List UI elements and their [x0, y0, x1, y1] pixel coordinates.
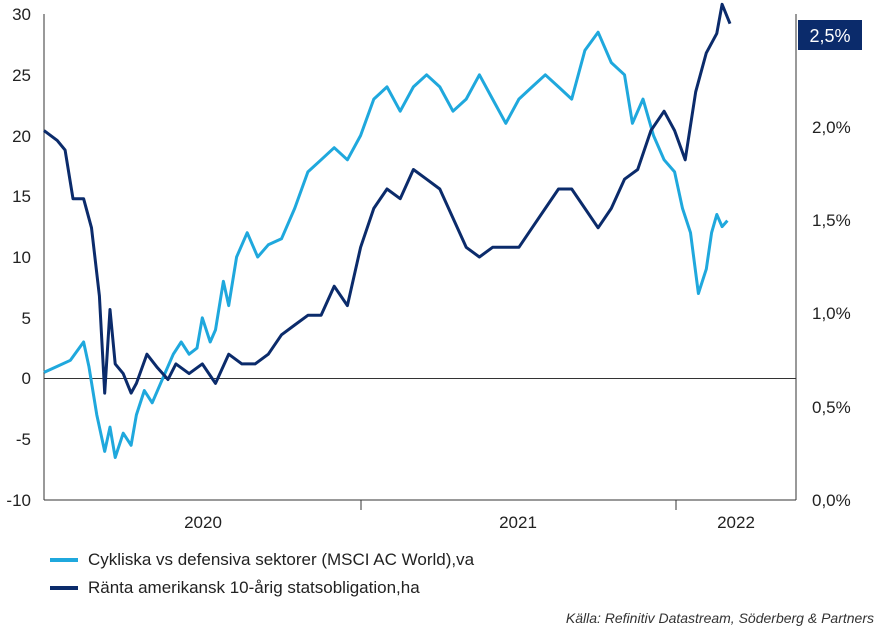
left-axis-ticks: 30 25 20 15 10 5 0 -5 -10: [6, 5, 31, 510]
last-value-label: 2,5%: [809, 26, 850, 46]
left-tick-label: -10: [6, 491, 31, 510]
legend-item-cykliska: Cykliska vs defensiva sektorer (MSCI AC …: [50, 550, 474, 570]
left-tick-label: 5: [22, 309, 31, 328]
right-tick-label: 0,5%: [812, 398, 851, 417]
x-tick-label: 2021: [499, 513, 537, 532]
left-tick-label: -5: [16, 430, 31, 449]
left-tick-label: 10: [12, 248, 31, 267]
right-tick-label: 2,0%: [812, 118, 851, 137]
left-tick-label: 25: [12, 66, 31, 85]
legend-swatch: [50, 586, 78, 590]
source-note: Källa: Refinitiv Datastream, Söderberg &…: [565, 610, 874, 626]
x-tick-label: 2022: [717, 513, 755, 532]
last-value-badge: 2,5%: [798, 20, 862, 50]
x-axis-ticks: 2020 2021 2022: [184, 500, 755, 532]
x-tick-label: 2020: [184, 513, 222, 532]
right-axis-ticks: 2,0% 1,5% 1,0% 0,5% 0,0%: [812, 118, 851, 510]
legend-item-ranta: Ränta amerikansk 10-årig statsobligation…: [50, 578, 420, 598]
left-tick-label: 15: [12, 187, 31, 206]
series-line-cykliska: [43, 30, 729, 459]
chart: 30 25 20 15 10 5 0 -5 -10 2,0% 1,5% 1,0%…: [6, 2, 862, 532]
right-tick-label: 0,0%: [812, 491, 851, 510]
series-line-ranta: [43, 2, 732, 395]
legend-swatch: [50, 558, 78, 562]
legend-label: Ränta amerikansk 10-årig statsobligation…: [88, 578, 420, 597]
left-tick-label: 20: [12, 127, 31, 146]
left-tick-label: 0: [22, 369, 31, 388]
right-tick-label: 1,0%: [812, 304, 851, 323]
plot-frame: [43, 14, 797, 501]
left-tick-label: 30: [12, 5, 31, 24]
right-tick-label: 1,5%: [812, 211, 851, 230]
last-value-box: [798, 20, 862, 50]
legend-label: Cykliska vs defensiva sektorer (MSCI AC …: [88, 550, 475, 569]
